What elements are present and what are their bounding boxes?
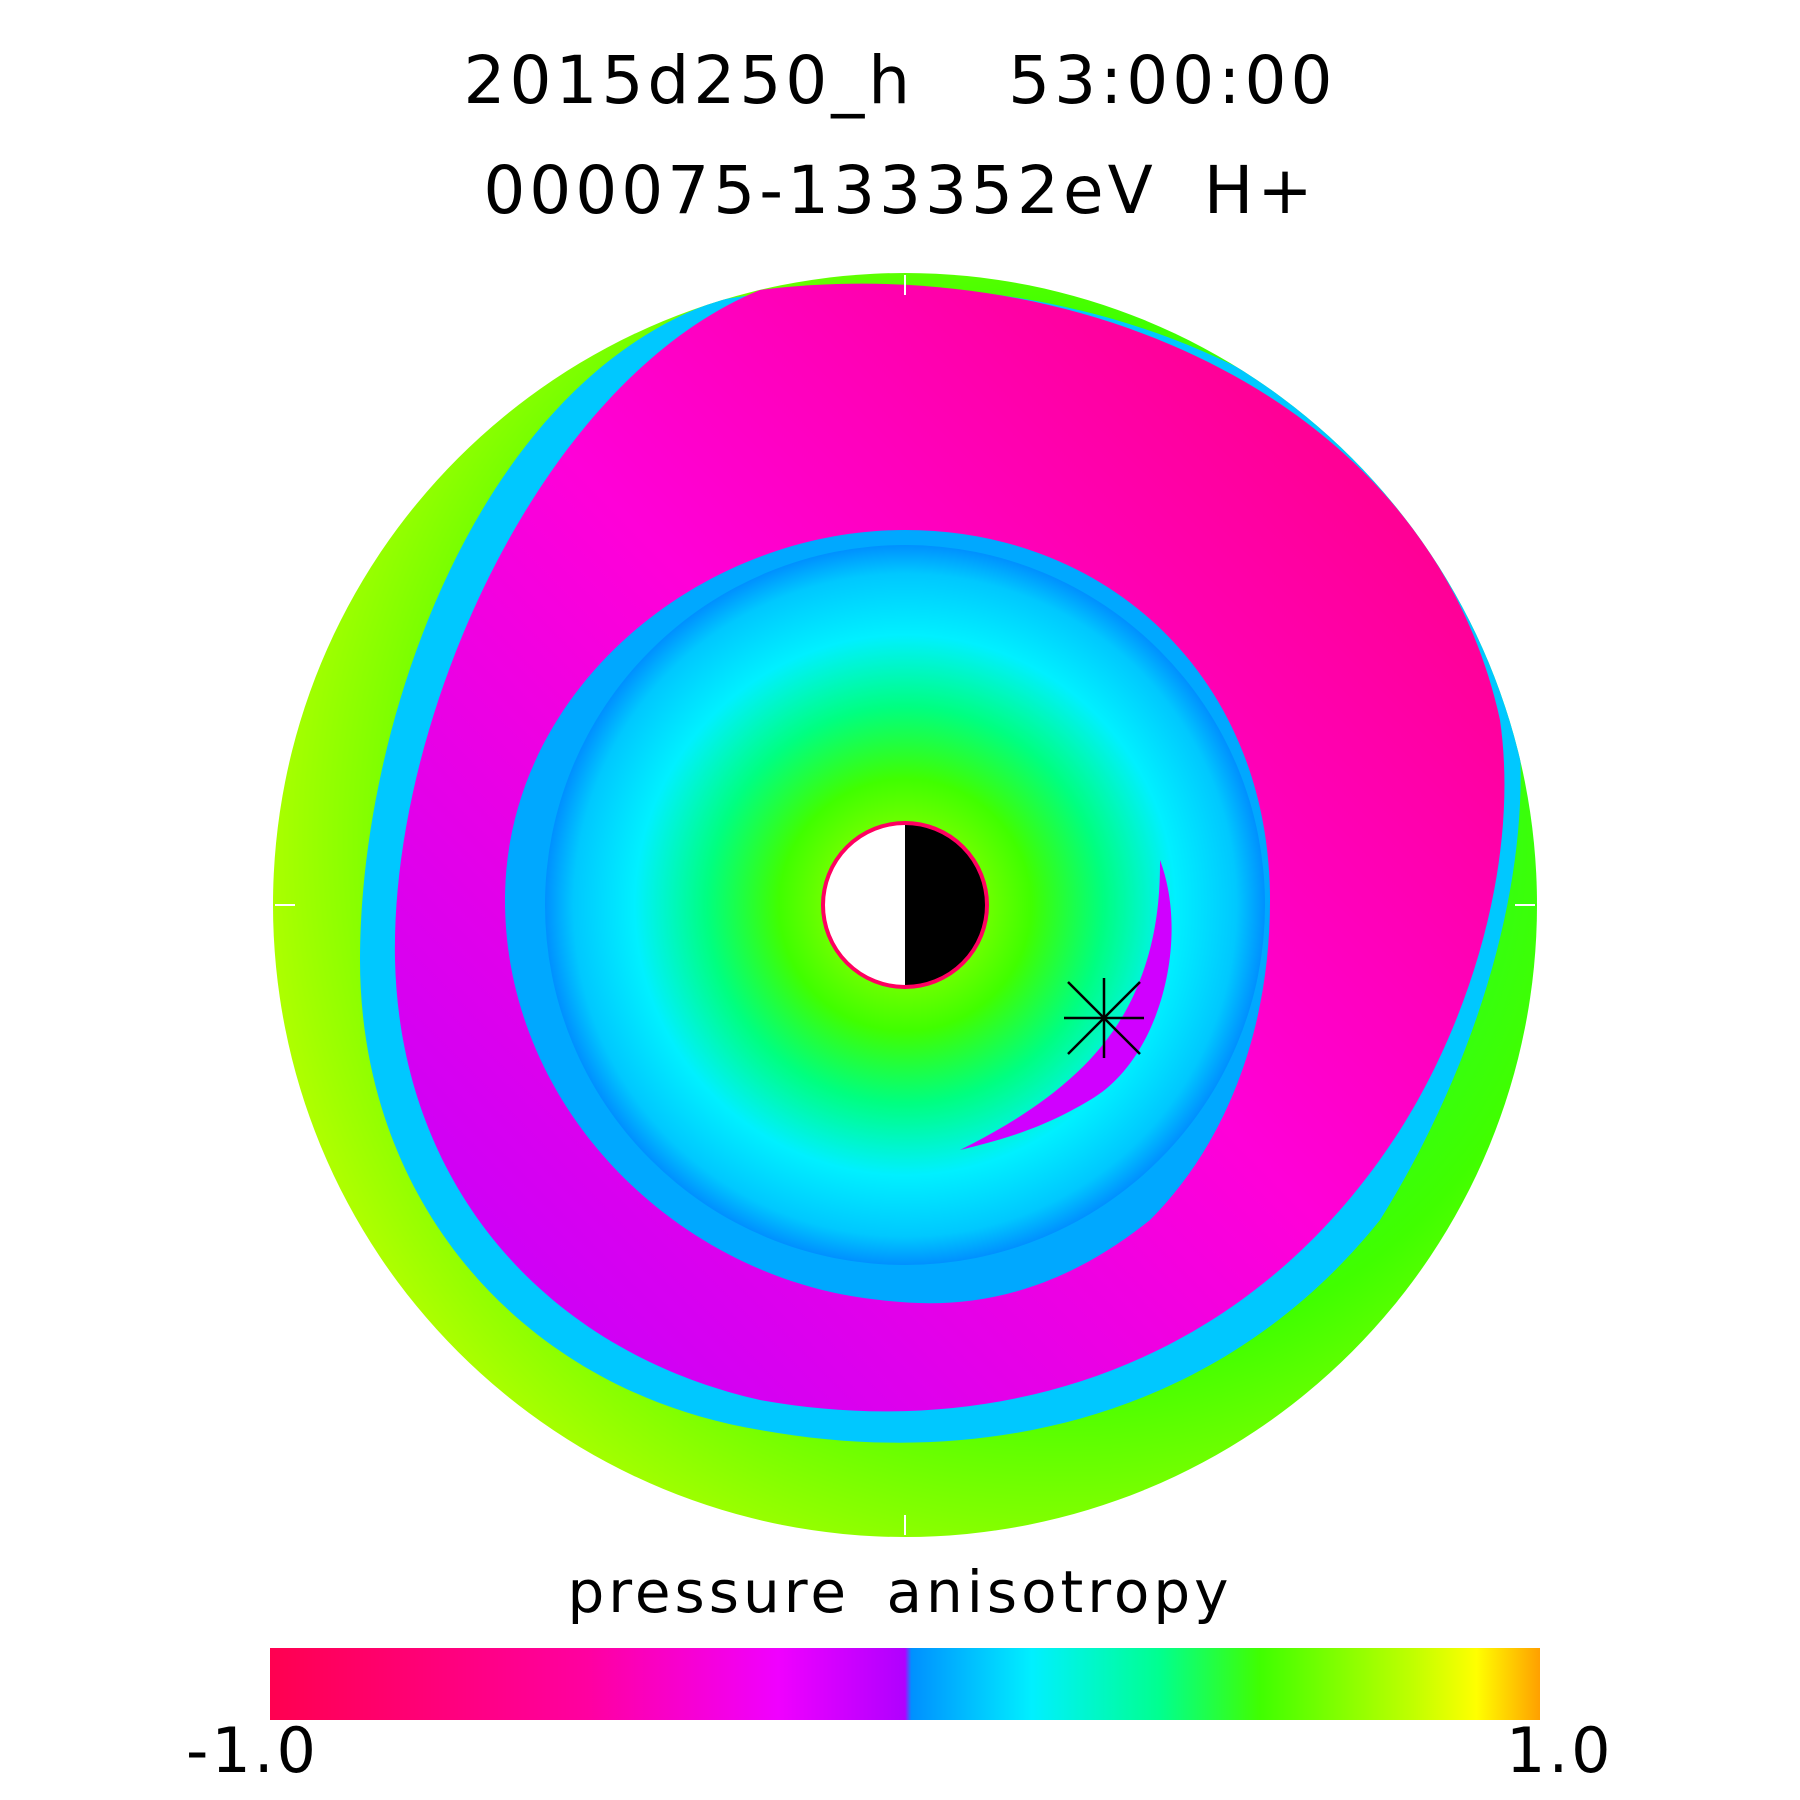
earth-icon xyxy=(821,821,989,989)
colorbar-label: pressure anisotropy xyxy=(567,1558,1233,1626)
chart-title: 2015d250_h 53:00:00 xyxy=(463,42,1337,119)
colorbar-min-label: -1.0 xyxy=(186,1714,319,1787)
inner-magenta-sliver xyxy=(960,860,1172,1150)
colorbar xyxy=(270,1648,1540,1720)
chart-subtitle: 000075-133352eV H+ xyxy=(483,152,1317,229)
colorbar-max-label: 1.0 xyxy=(1506,1714,1614,1787)
asterisk-marker-icon xyxy=(1064,978,1144,1058)
